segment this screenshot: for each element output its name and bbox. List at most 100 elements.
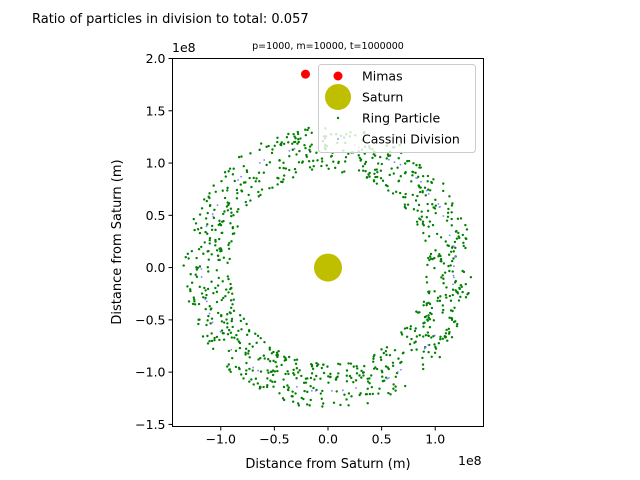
ring-particle-point [202, 252, 205, 255]
ring-particle-point [206, 342, 210, 345]
ring-particle-point [441, 311, 444, 314]
ring-particle-point [296, 132, 300, 136]
ring-particle-point [391, 361, 395, 364]
ring-particle-point [447, 264, 450, 268]
ring-particle-point [426, 174, 430, 178]
x-tick-label: 0.5 [372, 432, 392, 447]
ring-particle-point [446, 339, 449, 342]
ring-particle-point [257, 195, 260, 198]
ring-particle-point [416, 194, 419, 198]
ring-particle-point [214, 228, 217, 232]
ring-particle-point [319, 392, 323, 395]
ring-particle-point [443, 335, 446, 338]
ring-particle-point [424, 333, 428, 337]
ring-particle-point [292, 371, 295, 375]
ring-particle-point [248, 380, 251, 383]
ring-particle-point [315, 361, 318, 365]
ring-particle-point [427, 290, 430, 293]
ring-particle-point [373, 172, 376, 175]
ring-particle-point [213, 208, 216, 212]
ring-particle-point [327, 381, 330, 384]
ring-particle-point [279, 180, 283, 183]
ring-particle-point [215, 335, 219, 339]
ring-particle-point [224, 294, 227, 298]
ring-particle-point [433, 351, 437, 355]
ring-particle-point [277, 349, 280, 353]
ring-particle-point [428, 255, 432, 258]
ring-particle-point [411, 170, 414, 173]
ring-particle-point [229, 222, 232, 225]
ring-particle-point [293, 135, 296, 138]
ring-particle-point [409, 327, 412, 331]
ring-particle-point [373, 367, 376, 370]
ring-particle-point [357, 169, 361, 172]
ring-particle-point [225, 288, 228, 291]
ring-particle-point [231, 173, 235, 176]
ring-particle-point [430, 181, 434, 185]
ring-particle-point [393, 349, 397, 352]
ring-particle-point [402, 351, 405, 354]
ring-particle-point [287, 141, 290, 144]
ring-particle-point [392, 172, 395, 175]
ring-particle-point [195, 268, 199, 271]
ring-particle-point [403, 203, 407, 206]
mimas-point [300, 69, 310, 79]
ring-particle-point [359, 158, 363, 161]
ring-particle-point [384, 350, 388, 353]
ring-particle-point [282, 178, 285, 181]
ring-particle-point [442, 282, 445, 285]
ring-particle-point [415, 163, 418, 167]
ring-particle-point [205, 323, 208, 327]
ring-particle-point [233, 179, 236, 183]
ring-particle-point [226, 365, 229, 368]
ring-particle-point [247, 328, 251, 332]
ring-particle-point [439, 254, 442, 258]
ring-particle-point [406, 159, 409, 163]
ring-particle-point [226, 322, 229, 325]
ring-particle-point [422, 350, 425, 353]
ring-particle-point [301, 161, 304, 164]
ring-particle-point [267, 358, 270, 361]
ring-particle-point [210, 280, 213, 283]
ring-particle-point [367, 173, 370, 176]
ring-particle-point [210, 307, 213, 310]
ring-particle-point [288, 168, 291, 172]
ring-particle-point [210, 224, 214, 228]
ring-particle-point [320, 397, 323, 401]
cassini-point [399, 163, 402, 166]
ring-particle-point [291, 390, 294, 393]
ring-particle-point [447, 327, 451, 331]
ring-particle-point [224, 175, 228, 178]
ring-particle-point [230, 356, 234, 360]
ring-particle-point [208, 305, 211, 308]
ring-particle-point [303, 144, 306, 147]
ring-particle-point [380, 348, 383, 351]
cassini-point [230, 348, 233, 351]
ring-particle-point [370, 385, 374, 389]
ring-particle-point [428, 220, 432, 223]
ring-particle-point [215, 300, 219, 304]
ring-particle-point [216, 311, 220, 315]
ring-particle-point [418, 311, 421, 314]
ring-particle-point [343, 160, 347, 163]
ring-particle-point [337, 372, 340, 375]
ring-particle-point [205, 199, 208, 203]
ring-particle-point [294, 171, 298, 174]
cassini-point [216, 204, 219, 207]
ring-particle-point [404, 196, 407, 199]
ring-particle-point [218, 219, 221, 223]
ring-particle-point [262, 385, 265, 389]
ring-particle-point [298, 369, 301, 372]
ring-particle-point [368, 392, 372, 396]
ring-particle-point [450, 211, 453, 214]
ring-particle-point [189, 289, 192, 293]
ring-particle-point [222, 332, 225, 335]
ring-particle-point [258, 180, 261, 183]
ring-particle-point [313, 378, 316, 381]
ring-particle-point [450, 204, 454, 207]
ring-particle-point [291, 400, 295, 403]
ring-particle-point [267, 144, 270, 148]
ring-particle-point [461, 233, 465, 237]
ring-particle-point [347, 152, 350, 156]
ring-particle-point [272, 385, 275, 388]
